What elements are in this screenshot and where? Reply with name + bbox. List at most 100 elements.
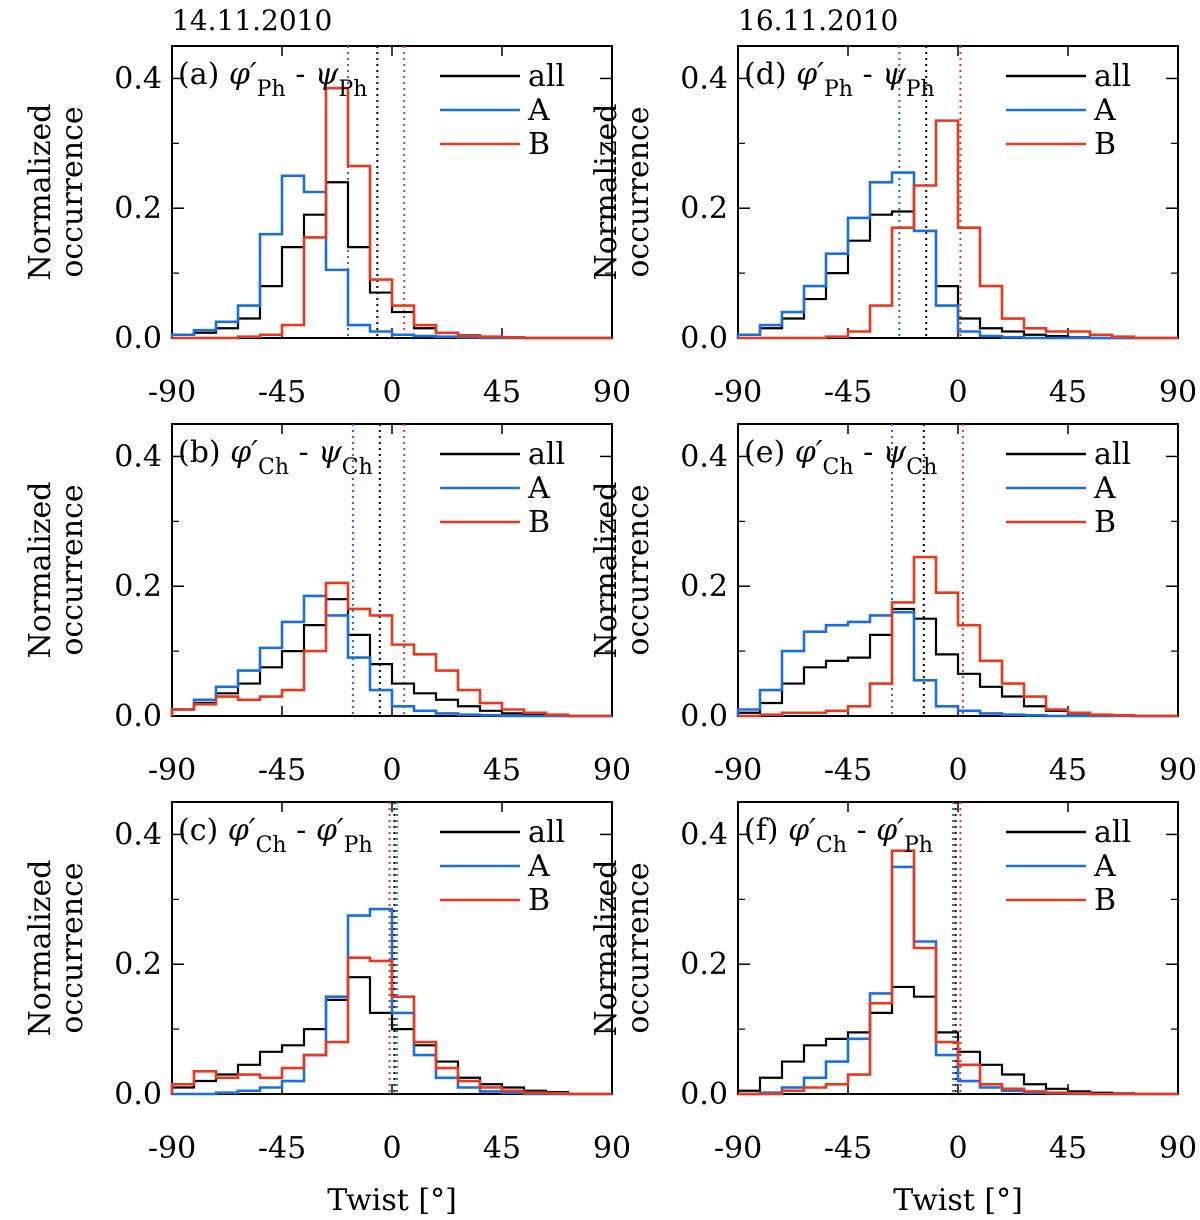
panel-e: 0.0 0.2 0.4 -90 -45 0 45 90 Normalizedoccurrence…: [589, 423, 1197, 788]
x-tick-label: -45: [824, 753, 872, 788]
legend-label-b: B: [1094, 883, 1116, 918]
y-axis-label-line-2: occurrence: [55, 106, 90, 277]
panel-c: 0.0 0.2 0.4 -90 -45 0 45 90 Normalizedoccurrence…: [23, 801, 631, 1218]
histogram-all: [170, 976, 612, 1096]
y-tick-label: 0.0: [114, 1077, 162, 1112]
x-tick-label: 45: [1049, 1131, 1087, 1166]
panel-label: (a) φ′Ph - ψPh: [178, 57, 367, 102]
histogram-all: [736, 985, 1178, 1096]
y-axis-label-line-2: occurrence: [621, 484, 656, 655]
y-tick-label: 0.2: [680, 947, 728, 982]
x-tick-label: -90: [714, 375, 762, 410]
x-tick-label: -45: [258, 753, 306, 788]
y-tick-label: 0.4: [114, 817, 162, 852]
histogram-b: [738, 555, 1178, 718]
date-label-left: 14.11.2010: [172, 4, 332, 37]
y-tick-label: 0.2: [114, 569, 162, 604]
x-tick-label: -90: [148, 375, 196, 410]
x-tick-label: 90: [593, 375, 631, 410]
y-tick-label: 0.0: [680, 1077, 728, 1112]
y-axis-label-line-2: occurrence: [55, 862, 90, 1033]
x-tick-label: 0: [382, 1131, 401, 1166]
histogram-a: [170, 594, 612, 718]
legend-label-b: B: [528, 883, 550, 918]
y-tick-label: 0.4: [680, 817, 728, 852]
legend-label-all: all: [1094, 437, 1131, 472]
y-tick-label: 0.2: [114, 947, 162, 982]
legend-label-b: B: [1094, 127, 1116, 162]
legend-label-a: A: [527, 849, 550, 884]
histogram-b: [738, 119, 1178, 340]
legend-label-all: all: [528, 437, 565, 472]
y-tick-label: 0.0: [114, 699, 162, 734]
panels: 0.00.20.4-90 -45 0 45 90Normalizedoccurrence…: [23, 45, 1197, 1218]
panel-label: (c) φ′Ch - φ′Ph: [178, 813, 373, 858]
panel-f: 0.0 0.2 0.4 -90 -45 0 45 90 Normalizedoccurrence…: [589, 801, 1197, 1218]
x-tick-label: -90: [148, 753, 196, 788]
x-tick-label: -45: [824, 375, 872, 410]
legend-label-a: A: [1093, 93, 1116, 128]
x-axis-label: Twist [°]: [893, 1183, 1023, 1218]
legend-label-a: A: [527, 471, 550, 506]
x-tick-label: 0: [382, 375, 401, 410]
legend-label-a: A: [1093, 849, 1116, 884]
y-axis-label-line-2: occurrence: [55, 484, 90, 655]
y-axis-label-line-1: Normalized: [589, 482, 624, 659]
x-tick-label: 0: [948, 375, 967, 410]
y-axis-label-line-1: Normalized: [589, 104, 624, 281]
x-tick-label: 90: [1159, 1131, 1197, 1166]
legend-label-a: A: [1093, 471, 1116, 506]
legend-label-all: all: [1094, 59, 1131, 94]
panel-a: 0.00.20.4-90 -45 0 45 90Normalizedoccurrence…: [23, 45, 631, 410]
y-tick-label: 0.0: [114, 321, 162, 356]
panel-label: (b) φ′Ch - ψCh: [178, 435, 373, 480]
x-tick-label: 90: [1159, 375, 1197, 410]
panel-d: 0.0 0.2 0.4 -90 -45 0 45 90 Normalizedoccurrence…: [589, 45, 1197, 410]
histogram-b: [170, 956, 612, 1096]
x-tick-label: -45: [258, 1131, 306, 1166]
y-tick-label: 0.0: [680, 321, 728, 356]
legend-label-a: A: [527, 93, 550, 128]
x-tick-label: 90: [1159, 753, 1197, 788]
y-tick-label: 0.2: [680, 191, 728, 226]
x-tick-label: -90: [714, 1131, 762, 1166]
y-axis-label-line-1: Normalized: [23, 860, 58, 1037]
x-tick-label: -90: [148, 1131, 196, 1166]
histogram-a: [736, 610, 1178, 718]
y-axis-label-line-2: occurrence: [621, 862, 656, 1033]
histogram-b: [172, 86, 612, 340]
x-tick-label: 45: [1049, 753, 1087, 788]
y-axis-label-line-2: occurrence: [621, 106, 656, 277]
x-tick-label: 45: [483, 1131, 521, 1166]
x-axis-label: Twist [°]: [327, 1183, 457, 1218]
legend-label-b: B: [528, 505, 550, 540]
x-tick-label: -90: [714, 753, 762, 788]
y-axis-label-line-1: Normalized: [23, 482, 58, 659]
y-tick-label: 0.2: [680, 569, 728, 604]
x-tick-label: 0: [948, 1131, 967, 1166]
x-tick-label: 0: [948, 753, 967, 788]
x-tick-label: -45: [258, 375, 306, 410]
panel-label: (d) φ′Ph - ψPh: [744, 57, 935, 102]
x-tick-label: 90: [593, 753, 631, 788]
y-tick-label: 0.2: [114, 191, 162, 226]
histogram-a: [172, 907, 612, 1096]
histogram-a: [170, 174, 612, 340]
legend-label-all: all: [528, 815, 565, 850]
x-tick-label: 45: [483, 375, 521, 410]
legend-label-b: B: [1094, 505, 1116, 540]
panel-label: (e) φ′Ch - ψCh: [744, 435, 937, 480]
x-tick-label: 45: [1049, 375, 1087, 410]
panel-b: 0.00.20.4-90 -45 0 45 90Normalizedoccurrence…: [23, 423, 631, 788]
x-tick-label: 90: [593, 1131, 631, 1166]
histogram-b: [738, 849, 1178, 1096]
x-tick-label: 0: [382, 753, 401, 788]
y-tick-label: 0.4: [680, 61, 728, 96]
legend-label-all: all: [528, 59, 565, 94]
date-label-right: 16.11.2010: [738, 4, 898, 37]
